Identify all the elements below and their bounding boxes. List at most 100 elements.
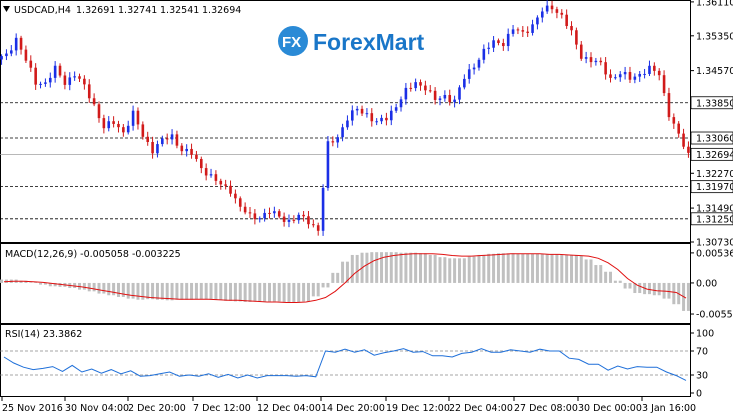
macd-histogram-bar [331, 272, 335, 283]
macd-histogram-bar [409, 252, 413, 283]
candle-body [370, 113, 374, 122]
candle-body [146, 136, 150, 142]
macd-histogram-bar [414, 252, 418, 283]
macd-histogram-bar [282, 282, 286, 302]
candle-body [180, 145, 184, 152]
candle-body [243, 206, 247, 213]
macd-histogram-bar [199, 282, 203, 300]
macd-histogram-bar [472, 256, 476, 283]
candle-body [385, 117, 388, 121]
candle-body [677, 123, 680, 134]
candle-body [307, 216, 310, 225]
macd-histogram-bar [209, 282, 213, 300]
candle-body [560, 12, 564, 15]
collapse-triangle-icon[interactable] [3, 6, 10, 12]
macd-histogram-bar [321, 282, 325, 288]
candle-body [687, 146, 690, 153]
candle-body [229, 185, 232, 194]
candle-body [126, 125, 130, 133]
macd-histogram-bar [506, 253, 510, 283]
candle-body [380, 117, 383, 122]
candle-body [68, 77, 72, 85]
macd-histogram-bar [647, 282, 651, 295]
macd-histogram-bar [214, 282, 218, 300]
macd-histogram-bar [107, 282, 111, 296]
macd-histogram-bar [584, 259, 588, 283]
candle-body [428, 90, 432, 92]
macd-histogram-bar [613, 280, 617, 283]
macd-histogram-bar [219, 282, 223, 300]
macd-histogram-bar [345, 261, 349, 283]
current-price-box [690, 147, 733, 161]
low-value: 1.32541 [160, 5, 199, 16]
macd-histogram-bar [292, 282, 296, 303]
macd-histogram-bar [628, 282, 632, 289]
macd-series [0, 252, 690, 311]
candle-body [516, 29, 520, 31]
macd-histogram-bar [302, 282, 306, 302]
macd-histogram-bar [136, 282, 140, 300]
macd-histogram-bar [263, 282, 267, 302]
candle-body [682, 133, 685, 147]
candle-body [302, 214, 305, 217]
candle-body [623, 72, 627, 75]
macd-histogram-bar [165, 282, 169, 301]
macd-histogram-bar [535, 253, 539, 283]
macd-histogram-bar [394, 252, 398, 283]
candle-body [58, 65, 62, 76]
macd-histogram-bar [248, 282, 252, 302]
candle-body [394, 107, 398, 111]
candles [0, 0, 690, 236]
candle-body [165, 138, 169, 140]
candle-body [151, 141, 154, 154]
macd-histogram-bar [258, 282, 262, 302]
rsi-pane-frame [0, 324, 691, 397]
macd-histogram-bar [82, 282, 86, 290]
price-tick-label: 1.35350 [696, 31, 733, 42]
candle-body [238, 198, 242, 207]
candle-body [83, 78, 86, 85]
macd-histogram-bar [492, 253, 496, 283]
macd-histogram-bar [599, 265, 603, 283]
macd-histogram-bar [477, 254, 481, 283]
candle-body [526, 31, 529, 33]
macd-histogram-bar [657, 282, 661, 296]
candle-body [268, 212, 271, 214]
macd-histogram-bar [238, 282, 242, 302]
macd-histogram-bar [570, 254, 574, 283]
macd-histogram-bar [419, 253, 423, 283]
candle-body [589, 57, 593, 63]
rsi-title: RSI(14) 23.3862 [5, 329, 82, 340]
level-label: 1.31250 [696, 214, 733, 225]
macd-histogram-bar [160, 282, 164, 300]
candle-body [258, 218, 262, 220]
macd-histogram-bar [375, 252, 379, 283]
candle-body [24, 49, 28, 61]
macd-histogram-bar [574, 255, 578, 283]
macd-histogram-bar [190, 282, 194, 300]
time-tick-label: 30 Nov 04:00 [65, 403, 129, 414]
candle-body [39, 83, 42, 85]
macd-histogram-bar [29, 282, 33, 283]
macd-histogram-bar [102, 282, 106, 294]
candle-body [219, 180, 223, 185]
candle-body [419, 82, 422, 86]
logo-icon-letters: FX [282, 34, 301, 51]
macd-histogram-bar [423, 253, 427, 283]
macd-histogram-bar [287, 282, 291, 302]
macd-histogram-bar [34, 282, 38, 283]
macd-histogram-bar [511, 253, 515, 283]
macd-histogram-bar [521, 253, 525, 283]
candle-body [29, 60, 33, 68]
candle-body [253, 213, 257, 220]
close-value: 1.32694 [202, 5, 241, 16]
candle-body [5, 53, 8, 57]
candle-body [443, 94, 447, 99]
candle-body [521, 30, 525, 32]
macd-histogram-bar [496, 253, 500, 283]
candle-body [667, 93, 671, 118]
time-tick-label: 12 Dec 04:00 [257, 403, 321, 414]
rsi-series [0, 348, 690, 381]
macd-histogram-bar [277, 282, 281, 302]
